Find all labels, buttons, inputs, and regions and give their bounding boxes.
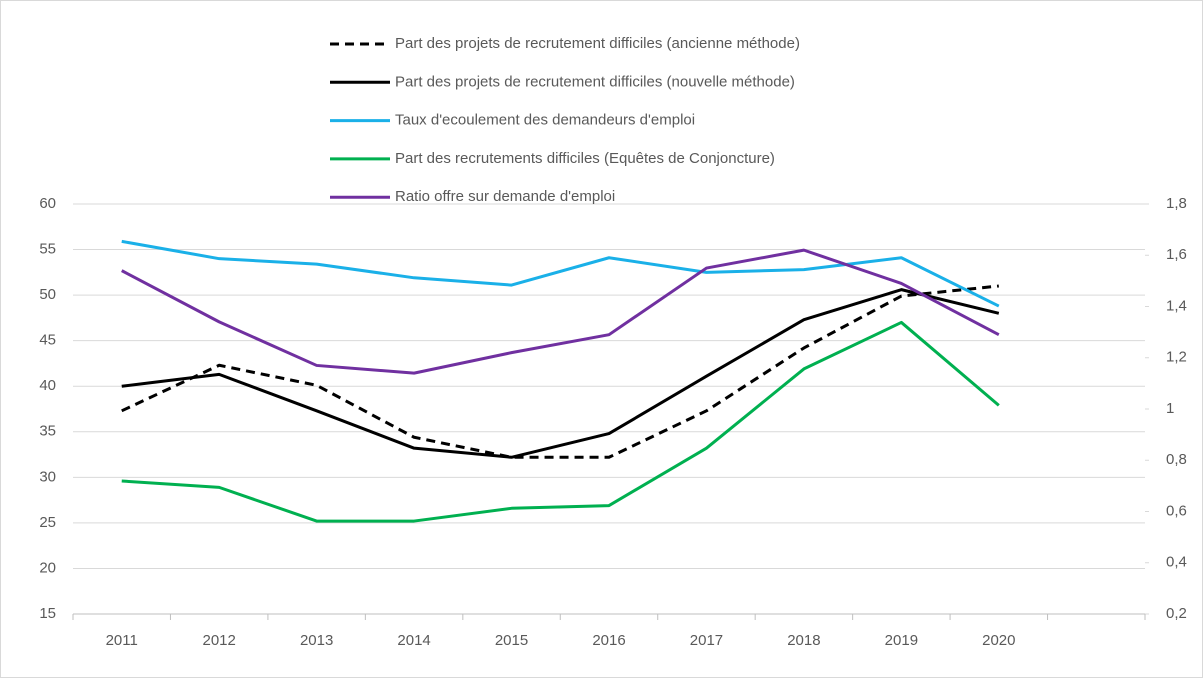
legend-label: Taux d'ecoulement des demandeurs d'emplo… (395, 112, 695, 129)
series-line (121, 320, 1000, 523)
y-tick-label: 35 (39, 423, 56, 440)
y2-tick-label: 1,2 (1166, 349, 1187, 366)
y-tick-label: 40 (39, 377, 56, 394)
y-tick-label: 30 (39, 468, 56, 485)
x-tick-label: 2013 (300, 632, 333, 649)
legend-label: Part des projets de recrutement difficil… (395, 73, 795, 90)
y2-tick-label: 0,4 (1166, 554, 1187, 571)
y-tick-label: 60 (39, 195, 56, 212)
legend-label: Part des recrutements difficiles (Equête… (395, 150, 775, 167)
y-tick-label: 25 (39, 514, 56, 531)
y2-tick-label: 0,2 (1166, 605, 1187, 622)
x-tick-label: 2017 (690, 632, 723, 649)
x-tick-label: 2011 (106, 632, 138, 649)
x-tick-label: 2016 (592, 632, 625, 649)
x-tick-label: 2012 (202, 632, 235, 649)
y-tick-label: 55 (39, 241, 56, 258)
series-line (121, 284, 999, 459)
x-tick-label: 2014 (397, 632, 430, 649)
legend-label: Part des projets de recrutement difficil… (395, 35, 800, 52)
y-tick-label: 45 (39, 332, 56, 349)
series-line (121, 288, 1000, 459)
y2-tick-label: 0,6 (1166, 502, 1187, 519)
y2-tick-label: 0,8 (1166, 451, 1187, 468)
y2-tick-label: 1 (1166, 400, 1174, 417)
x-tick-label: 2015 (495, 632, 528, 649)
y2-tick-label: 1,6 (1166, 246, 1187, 263)
y-tick-label: 15 (39, 605, 56, 622)
series-line (121, 248, 1000, 375)
x-tick-label: 2018 (787, 632, 820, 649)
y2-tick-label: 1,8 (1166, 195, 1187, 212)
series-line (121, 239, 1000, 308)
y-tick-label: 50 (39, 286, 56, 303)
x-tick-label: 2019 (885, 632, 918, 649)
legend-label: Ratio offre sur demande d'emploi (395, 188, 615, 205)
y-tick-label: 20 (39, 559, 56, 576)
x-tick-label: 2020 (982, 632, 1015, 649)
y2-tick-label: 1,4 (1166, 297, 1187, 314)
